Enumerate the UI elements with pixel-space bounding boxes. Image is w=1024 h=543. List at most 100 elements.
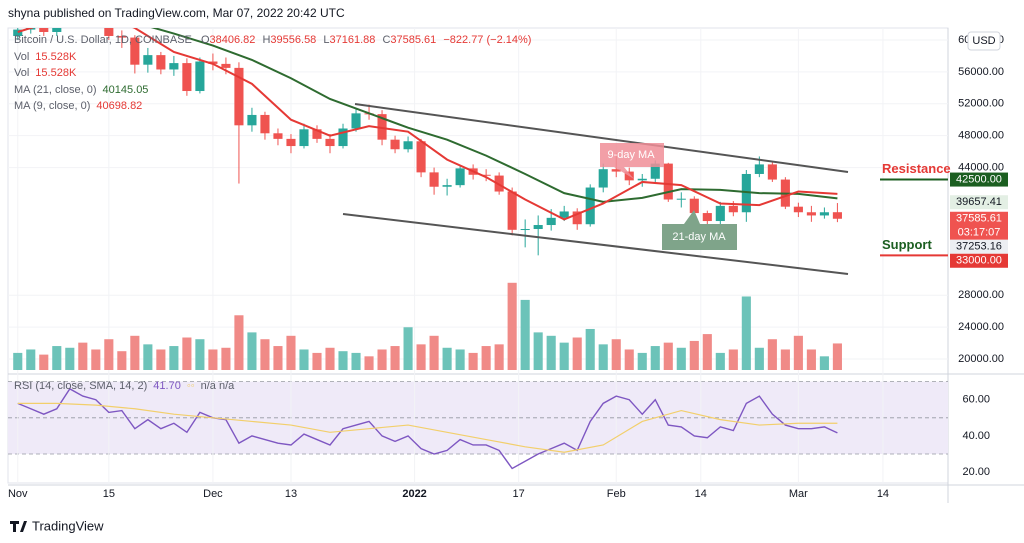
volume-bar bbox=[130, 335, 140, 370]
volume-bar bbox=[702, 334, 712, 370]
rsi-lines bbox=[17, 387, 838, 470]
candle-body bbox=[806, 212, 816, 216]
candle-body bbox=[273, 133, 283, 139]
x-tick-label: Dec bbox=[203, 488, 223, 500]
volume-bar bbox=[52, 346, 62, 370]
ohlc-value: 38406.82 bbox=[210, 34, 256, 46]
volume-bar bbox=[507, 282, 517, 370]
volume-bar bbox=[832, 343, 842, 370]
channel bbox=[342, 103, 849, 275]
volume-bar bbox=[650, 346, 660, 370]
price-label-box bbox=[950, 195, 1008, 210]
candle-body bbox=[741, 173, 751, 213]
candle-body bbox=[520, 229, 530, 231]
currency-button[interactable] bbox=[967, 31, 1001, 51]
candle-body bbox=[663, 163, 673, 200]
ohlc-value: 39556.58 bbox=[270, 34, 316, 46]
volume-bar bbox=[273, 346, 283, 370]
legend-name: RSI (14, close, SMA, 14, 2) bbox=[14, 380, 147, 392]
axes: 60000.0056000.0052000.0048000.0044000.00… bbox=[8, 34, 1008, 500]
volume-bar bbox=[416, 344, 426, 370]
volume-bar bbox=[676, 347, 686, 370]
ohlc-prefix: L bbox=[323, 34, 329, 46]
support-label: Support bbox=[882, 237, 932, 252]
symbol: Bitcoin / U.S. Dollar, 1D, COINBASE bbox=[14, 34, 192, 46]
ohlc-value: 37585.61 bbox=[390, 34, 436, 46]
candle-body bbox=[91, 0, 100, 4]
volume-bar bbox=[39, 354, 49, 370]
callout-box bbox=[662, 210, 737, 250]
ohlc-prefix: H bbox=[262, 34, 270, 46]
volume-bar bbox=[572, 337, 582, 370]
footer: TradingView bbox=[32, 518, 104, 533]
legend-ma9: MA (9, close, 0) 40698.82 bbox=[14, 100, 142, 112]
ma-line bbox=[150, 28, 838, 203]
legend-volume: Vol 15.528K bbox=[14, 51, 77, 63]
candle-body bbox=[429, 172, 439, 187]
volume-bar bbox=[585, 328, 595, 370]
currency[interactable]: USD bbox=[972, 35, 995, 47]
volume-bar bbox=[624, 349, 634, 370]
volume-bar bbox=[221, 347, 231, 370]
legend-icon: ◦◦ bbox=[187, 380, 195, 392]
legend-name: Vol bbox=[14, 67, 29, 79]
volume-bar bbox=[299, 349, 309, 370]
candle-body bbox=[416, 141, 426, 173]
y-tick-label: 28000.00 bbox=[958, 289, 1004, 301]
candle-body bbox=[52, 28, 62, 32]
volume-bar bbox=[286, 335, 296, 370]
candle-body bbox=[312, 129, 322, 139]
volume-bar bbox=[338, 351, 348, 370]
volume-bar bbox=[13, 352, 23, 370]
volume-bar bbox=[494, 344, 504, 370]
volume-bar bbox=[312, 352, 322, 370]
volume-bar bbox=[741, 296, 751, 370]
volume-bar bbox=[403, 327, 413, 370]
candle-body bbox=[598, 169, 608, 188]
volume-bar bbox=[598, 344, 608, 370]
candle-body bbox=[559, 211, 569, 218]
legend-extra: n/a n/a bbox=[201, 380, 236, 392]
volume-bar bbox=[611, 339, 621, 370]
price-label: 42500.00 bbox=[956, 173, 1002, 185]
legend-volume: Vol 15.528K bbox=[14, 67, 77, 79]
legend-main: Bitcoin / U.S. Dollar, 1D, COINBASE O384… bbox=[14, 34, 531, 46]
ma21-callout: 21-day MA bbox=[662, 210, 737, 250]
ma-line bbox=[17, 28, 838, 221]
candle-body bbox=[650, 163, 660, 179]
rsi-tick-label: 40.00 bbox=[962, 430, 990, 442]
volume-bar bbox=[767, 339, 777, 370]
candle-body bbox=[832, 212, 842, 219]
legend-value: 15.528K bbox=[35, 51, 77, 63]
price-label: 33000.00 bbox=[956, 255, 1002, 267]
candle-body bbox=[195, 61, 205, 92]
legend-value: 15.528K bbox=[35, 67, 77, 79]
volume-bar bbox=[143, 344, 153, 370]
volume-bar bbox=[182, 337, 192, 370]
volume-bar bbox=[351, 352, 361, 370]
candle-body bbox=[676, 198, 686, 200]
volume-bar bbox=[65, 347, 75, 370]
candle-body bbox=[286, 138, 296, 147]
volume-bar bbox=[26, 349, 36, 370]
legend-value: 41.70 bbox=[153, 380, 181, 392]
price-label: 37585.61 bbox=[956, 213, 1002, 225]
price-label-box bbox=[950, 239, 1008, 254]
candle-body bbox=[13, 29, 23, 36]
candle-body bbox=[702, 213, 712, 222]
legend-rsi: RSI (14, close, SMA, 14, 2) 41.70 ◦◦ n/a n/… bbox=[14, 380, 235, 392]
volume-bar bbox=[195, 339, 205, 370]
candle-body bbox=[715, 205, 725, 222]
volume-bar bbox=[78, 342, 88, 370]
volume-bar bbox=[117, 351, 127, 370]
volume-bar bbox=[390, 346, 400, 370]
price-label-box bbox=[950, 172, 1008, 187]
candle-body bbox=[169, 63, 179, 70]
candle-body bbox=[455, 168, 465, 186]
change: −822.77 (−2.14%) bbox=[443, 34, 531, 46]
x-tick-label: 17 bbox=[513, 488, 525, 500]
candle-body bbox=[689, 198, 699, 214]
volume-bar bbox=[793, 335, 803, 370]
volume-bar bbox=[234, 315, 244, 370]
rsi-tick-label: 60.00 bbox=[962, 394, 990, 406]
